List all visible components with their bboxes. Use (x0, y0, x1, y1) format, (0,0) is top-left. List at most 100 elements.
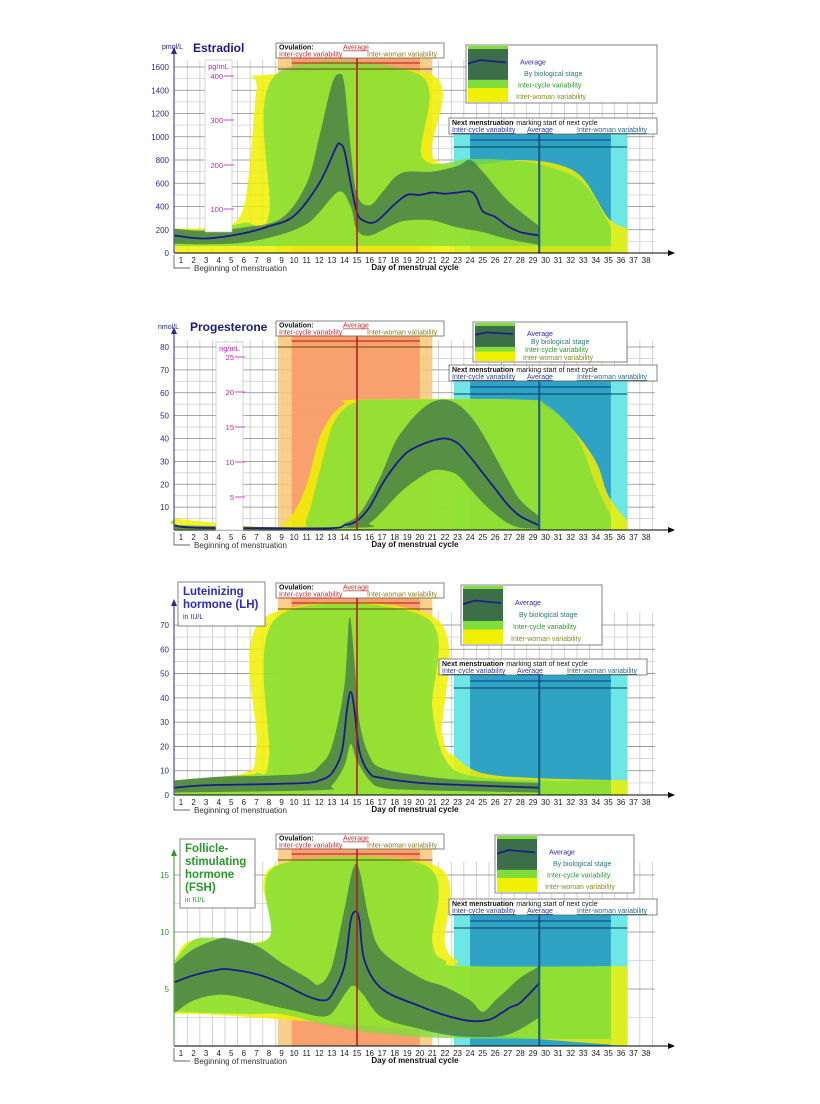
x-axis-arrow-icon (668, 792, 675, 798)
y-tick-label: 20 (160, 480, 169, 489)
x-tick-label: 16 (365, 533, 374, 542)
y-tick-label: 400 (156, 203, 170, 212)
y-tick-label: 0 (165, 791, 170, 800)
x-tick-label: 18 (390, 256, 399, 265)
x-tick-label: 28 (516, 533, 525, 542)
next-menstruation-box (448, 117, 658, 135)
x-tick-label: 9 (279, 798, 284, 807)
x-tick-label: 25 (478, 256, 487, 265)
x-tick-label: 12 (315, 1049, 324, 1058)
y-tick-label: 200 (156, 226, 170, 235)
y-axis-arrow-icon (171, 849, 177, 856)
x-tick-label: 35 (604, 1049, 613, 1058)
y-tick-label: 40 (160, 435, 169, 444)
legend-by-biological-stage: By biological stage (531, 339, 589, 346)
x-tick-label: 32 (566, 533, 575, 542)
x-tick-label: 14 (340, 256, 349, 265)
y-axis-arrow-icon (171, 599, 177, 606)
y-tick-label: 60 (160, 645, 169, 654)
x-tick-label: 35 (604, 256, 613, 265)
x-tick-label: 32 (566, 256, 575, 265)
x-tick-label: 25 (478, 533, 487, 542)
x-tick-label: 16 (365, 1049, 374, 1058)
y-tick-label: 50 (160, 670, 169, 679)
x-tick-label: 27 (503, 798, 512, 807)
y-tick-label: 600 (156, 179, 170, 188)
x-tick-label: 31 (554, 533, 563, 542)
legend-inter-cycle: Inter-cycle variability (518, 83, 582, 90)
y-axis-unit: in IU/L (185, 897, 205, 904)
y-tick-label: 0 (165, 249, 170, 258)
inter-cycle-variability-area (174, 602, 611, 795)
chart-title-line: Follicle- (185, 843, 229, 855)
next-menstruation-inter-woman-label: Inter-woman variability (567, 668, 638, 675)
by-biological-stage-area (174, 399, 540, 529)
x-tick-label: 9 (279, 256, 284, 265)
chart-panel-3: 1 2 3 4 5 6 7 8 9 10 11 12 13 14 15 16 17 18 19 20 21 22 23 24 2… (160, 581, 675, 815)
ovulation-average-label: Average (343, 836, 369, 843)
x-tick-label: 36 (616, 1049, 625, 1058)
x-tick-label: 38 (642, 256, 651, 265)
x-tick-label: 7 (254, 798, 259, 807)
x-tick-label: 38 (642, 1049, 651, 1058)
title-box (177, 581, 266, 627)
x-tick-label: 24 (466, 798, 475, 807)
next-menstruation-inter-woman-label: Inter-woman variability (577, 127, 648, 134)
beginning-marker-icon (173, 797, 190, 811)
ovulation-box (275, 582, 445, 599)
x-tick-label: 24 (466, 1049, 475, 1058)
legend-swatch-average (496, 849, 536, 855)
x-tick-label: 10 (290, 1049, 299, 1058)
y-tick-label: 50 (160, 412, 169, 421)
ovulation-inter-cycle-label: Inter-cycle variability (279, 843, 343, 850)
x-tick-label: 37 (629, 256, 638, 265)
ovulation-title: Ovulation: (279, 836, 314, 843)
next-menstruation-average-label: Average (527, 908, 553, 915)
y-tick-label: 30 (160, 457, 169, 466)
secondary-tick-label: 200 (210, 161, 223, 170)
x-tick-label: 17 (378, 1049, 387, 1058)
legend-inter-cycle: Inter-cycle variability (547, 873, 611, 880)
x-tick-label: 11 (303, 256, 312, 265)
x-tick-label: 21 (428, 798, 437, 807)
y-tick-label: 80 (160, 343, 169, 352)
x-axis-arrow-icon (668, 250, 675, 256)
next-menstruation-inter-cycle-label: Inter-cycle variability (452, 127, 516, 134)
y-tick-label: 60 (160, 389, 169, 398)
secondary-tick-label: 10 (226, 458, 234, 467)
legend-average: Average (549, 849, 575, 856)
x-tick-label: 12 (315, 533, 324, 542)
legend-by-biological-stage: By biological stage (553, 861, 611, 868)
x-tick-label: 20 (415, 798, 424, 807)
x-tick-label: 35 (604, 533, 613, 542)
x-tick-label: 5 (229, 256, 234, 265)
x-tick-label: 28 (516, 1049, 525, 1058)
average-line (174, 437, 540, 530)
y-axis-unit: nmol/L (158, 324, 179, 331)
x-axis-label: Day of menstrual cycle (371, 805, 459, 814)
next-menstruation-inter-woman-label: Inter-woman variability (577, 908, 648, 915)
legend-inter-woman: Inter-woman variability (516, 94, 587, 101)
y-tick-label: 20 (160, 742, 169, 751)
x-tick-label: 23 (453, 1049, 462, 1058)
legend-average: Average (515, 600, 541, 607)
legend-inter-cycle: Inter-cycle variability (513, 624, 577, 631)
x-tick-label: 33 (579, 256, 588, 265)
x-tick-label: 29 (529, 256, 538, 265)
x-tick-label: 23 (453, 256, 462, 265)
x-tick-label: 16 (365, 798, 374, 807)
x-tick-label: 11 (303, 1049, 312, 1058)
ovulation-box (275, 833, 445, 850)
legend-swatch-by-stage (475, 326, 515, 347)
y-tick-label: 5 (165, 985, 170, 994)
y-axis-arrow-icon (171, 47, 177, 54)
x-tick-label: 1 (179, 533, 184, 542)
beginning-of-menstruation-label: Beginning of menstruation (194, 541, 287, 550)
x-tick-label: 36 (616, 533, 625, 542)
x-tick-label: 8 (267, 798, 272, 807)
x-tick-label: 34 (591, 533, 600, 542)
by-biological-stage-area (174, 73, 540, 245)
y-tick-label: 1600 (151, 63, 169, 72)
x-tick-label: 36 (616, 798, 625, 807)
chart-title-line: stimulating (185, 856, 246, 868)
